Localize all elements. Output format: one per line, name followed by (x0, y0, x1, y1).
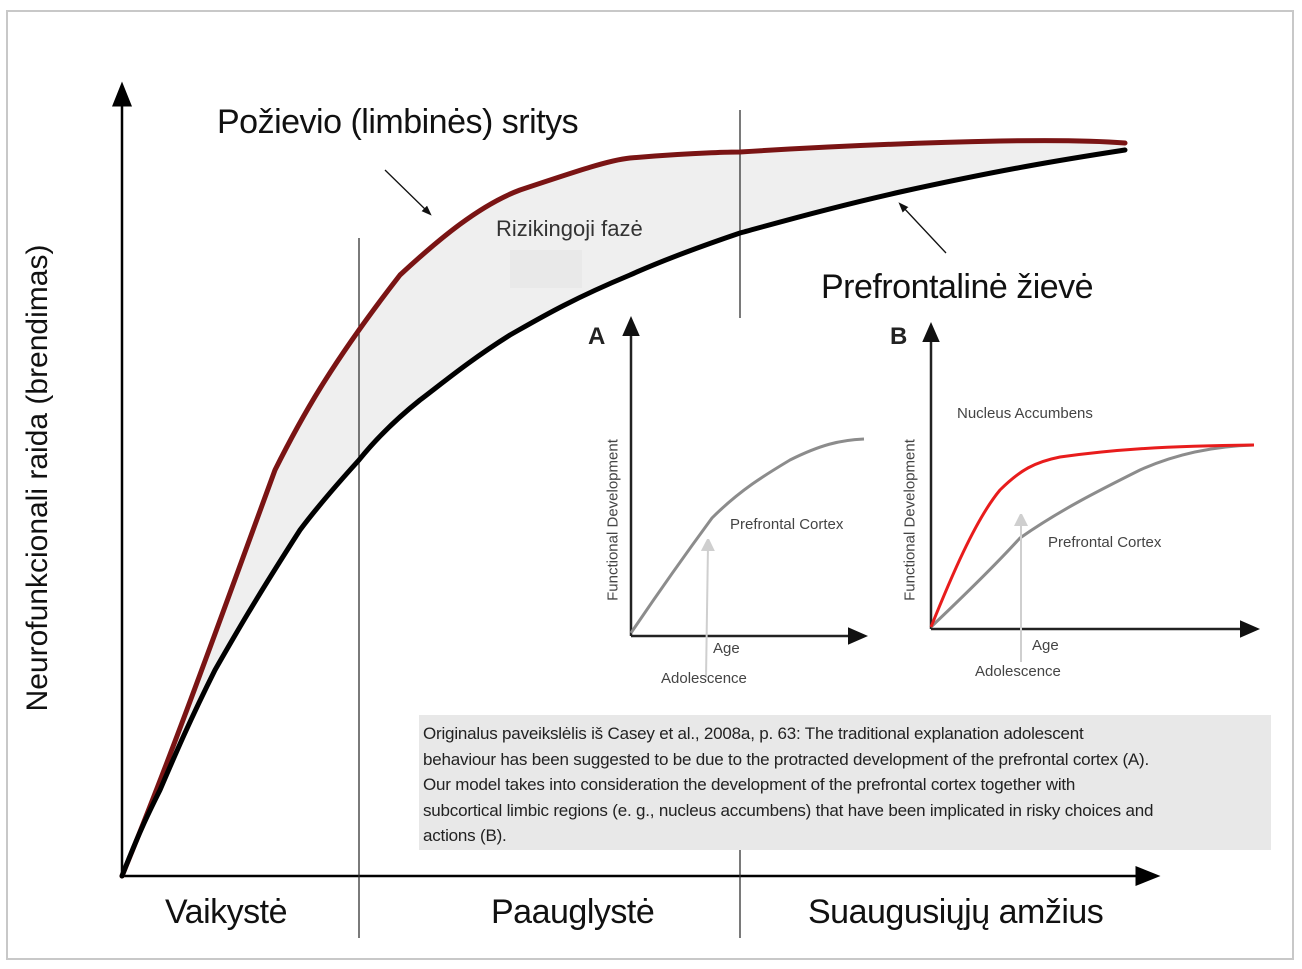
inset-a-adolescence-label: Adolescence (661, 670, 747, 687)
inset-a-chart (622, 316, 868, 679)
caption-line: Our model takes into consideration the d… (423, 775, 1076, 794)
x-category-adolescence: Paauglystė (491, 893, 655, 931)
prefrontal-pointer-arrow (898, 202, 947, 254)
caption-line: behaviour has been suggested to be due t… (423, 749, 1150, 769)
caption-line: actions (B). (423, 826, 507, 845)
risk-phase-label: Rizikingoji fazė (496, 216, 643, 241)
inset-a-y-label: Functional Development (604, 439, 622, 601)
inset-b-y-label: Functional Development (901, 439, 919, 601)
limbic-pointer-arrow (384, 169, 432, 216)
prefrontal-curve-label: Prefrontalinė žievė (821, 268, 1094, 306)
inset-b-x-label: Age (1032, 637, 1059, 654)
inset-a-x-label: Age (713, 640, 740, 657)
x-category-adulthood: Suaugusiųjų amžius (808, 893, 1104, 931)
caption-line: Originalus paveikslėlis iš Casey et al.,… (423, 724, 1084, 743)
inset-a-curve-label: Prefrontal Cortex (730, 516, 844, 533)
inset-b-panel-label: B (890, 323, 908, 350)
inset-a-panel-label: A (588, 323, 606, 350)
risk-phase-area (122, 140, 1125, 877)
figure-caption: Originalus paveikslėlis iš Casey et al.,… (419, 715, 1271, 850)
caption-line: subcortical limbic regions (e. g., nucle… (423, 800, 1154, 820)
risk-label-box (510, 250, 582, 288)
y-axis-label: Neurofunkcionali raida (brendimas) (21, 244, 54, 712)
inset-a-adolescence-arrow (706, 545, 708, 679)
x-category-childhood: Vaikystė (165, 893, 287, 931)
limbic-curve (119, 138, 1128, 879)
inset-b-prefrontal-label: Prefrontal Cortex (1048, 534, 1162, 551)
inset-a-prefrontal-curve (629, 437, 865, 634)
limbic-curve-label: Požievio (limbinės) sritys (217, 103, 579, 141)
inset-b-adolescence-label: Adolescence (975, 663, 1061, 680)
inset-b-chart (922, 322, 1260, 662)
inset-b-nucleus-accumbens-curve (929, 443, 1255, 628)
inset-b-nucleus-accumbens-label: Nucleus Accumbens (957, 405, 1093, 422)
inset-b-prefrontal-curve (929, 443, 1255, 629)
prefrontal-curve (119, 147, 1128, 879)
